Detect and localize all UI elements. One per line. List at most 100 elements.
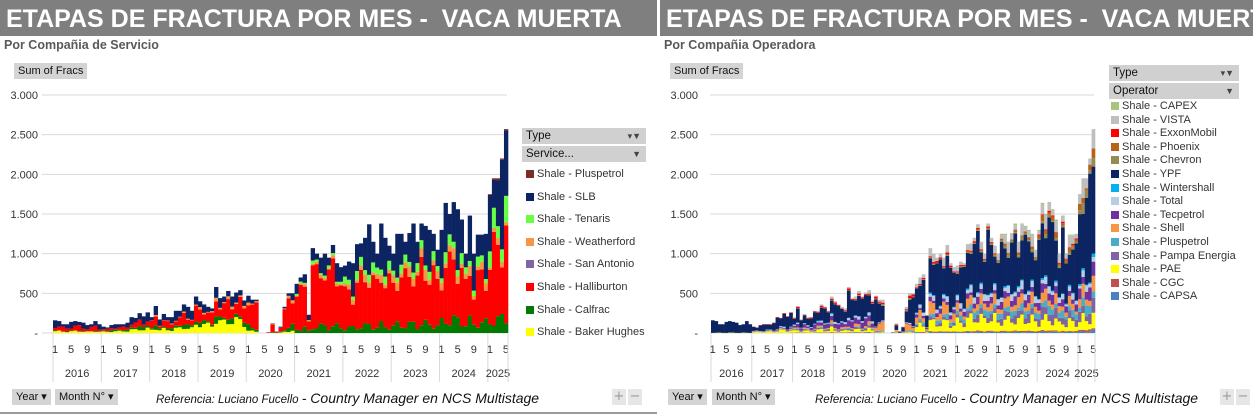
bar-segment xyxy=(972,243,977,244)
legend-item[interactable]: Shale - VISTA xyxy=(1111,114,1191,126)
legend-item[interactable]: Shale - Calfrac xyxy=(526,304,610,316)
bar-segment xyxy=(857,316,861,320)
bar-segment xyxy=(853,299,858,301)
y-tick-label: 3.000 xyxy=(10,90,38,102)
bar-segment xyxy=(972,241,977,243)
bar-segment xyxy=(918,285,922,305)
bar-segment xyxy=(1071,234,1075,236)
bar-segment xyxy=(914,324,919,328)
value-field-button[interactable]: Sum of Fracs xyxy=(14,63,88,79)
bar-segment xyxy=(282,309,287,331)
legend-item[interactable]: Shale - Halliburton xyxy=(526,281,628,293)
bar-segment xyxy=(1037,239,1041,300)
bar-segment xyxy=(955,302,960,311)
bar-segment xyxy=(149,328,154,330)
expand-button[interactable]: + xyxy=(612,389,626,405)
bar-segment xyxy=(904,306,909,310)
bar-segment xyxy=(1033,296,1038,304)
legend-item[interactable]: Shale - Phoenix xyxy=(1111,141,1200,153)
bar-segment xyxy=(97,324,102,330)
bar-segment xyxy=(238,319,243,333)
legend-item[interactable]: Shale - Pluspetrol xyxy=(526,168,624,180)
bar-segment xyxy=(989,310,994,315)
month-tick-label: 1 xyxy=(832,344,838,356)
bar-segment xyxy=(816,321,821,323)
bar-segment xyxy=(302,284,307,287)
bar-segment xyxy=(487,267,493,270)
filter-icon[interactable]: ▾▼ xyxy=(1220,68,1234,78)
bar-segment xyxy=(1054,219,1058,222)
month-filter-button[interactable]: Month N° ▾ xyxy=(712,389,775,405)
bar-segment xyxy=(173,321,179,326)
year-filter-button[interactable]: Year ▾ xyxy=(12,389,51,405)
legend-item[interactable]: Shale - CAPSA xyxy=(1111,290,1197,302)
bar-segment xyxy=(863,318,868,327)
bar-segment xyxy=(218,316,223,321)
value-field-button[interactable]: Sum of Fracs xyxy=(670,63,744,79)
y-tick-label: 1.500 xyxy=(10,209,38,221)
bar-segment xyxy=(487,194,493,195)
bar-segment xyxy=(475,327,481,333)
bar-segment xyxy=(986,300,990,308)
bar-segment xyxy=(989,321,994,331)
legend-item[interactable]: Shale - YPF xyxy=(1111,168,1181,180)
bar-segment xyxy=(996,260,1001,264)
bar-segment xyxy=(863,328,868,331)
bar-segment xyxy=(714,321,719,333)
bar-segment xyxy=(479,261,485,270)
month-filter-button[interactable]: Month N° ▾ xyxy=(55,389,118,405)
bar-segment xyxy=(1027,229,1031,232)
legend-item[interactable]: Shale - SLB xyxy=(526,191,596,203)
legend-item[interactable]: Shale - Chevron xyxy=(1111,154,1202,166)
filter-icon[interactable]: ▾▼ xyxy=(627,131,641,141)
bar-segment xyxy=(986,330,990,333)
month-tick-label: 5 xyxy=(261,344,267,356)
bar-segment xyxy=(459,263,465,268)
bar-segment xyxy=(1071,299,1075,304)
bar-segment xyxy=(1054,293,1058,304)
bar-segment xyxy=(819,325,824,327)
bar-segment xyxy=(986,226,990,228)
bar-segment xyxy=(1047,217,1052,286)
year-label: 2018 xyxy=(162,368,186,380)
legend-item[interactable]: Shale - ExxonMobil xyxy=(1111,127,1217,139)
bar-segment xyxy=(874,298,878,300)
collapse-button[interactable]: − xyxy=(1236,389,1250,405)
legend-item[interactable]: Shale - CAPEX xyxy=(1111,100,1197,112)
legend-item[interactable]: Shale - Baker Hughes xyxy=(526,326,645,338)
year-label: 2020 xyxy=(258,368,282,380)
legend-item[interactable]: Shale - PAE xyxy=(1111,263,1181,275)
month-tick-label: 5 xyxy=(406,344,412,356)
bar-segment xyxy=(877,330,882,332)
legend-item[interactable]: Shale - CGC xyxy=(1111,277,1184,289)
bar-segment xyxy=(935,260,939,263)
legend-item[interactable]: Shale - Tecpetrol xyxy=(1111,209,1204,221)
expand-button[interactable]: + xyxy=(1220,389,1234,405)
legend-item[interactable]: Shale - Shell xyxy=(1111,222,1184,234)
bar-segment xyxy=(955,331,960,333)
bar-segment xyxy=(942,298,946,302)
legend-filter-dropdown[interactable]: Operator ▼ xyxy=(1109,83,1239,99)
legend-item[interactable]: Shale - Tenaris xyxy=(526,213,610,225)
bar-segment xyxy=(999,233,1004,236)
bar-segment xyxy=(826,312,831,323)
bar-segment xyxy=(379,282,384,322)
legend-field-button[interactable]: Type ▾▼ xyxy=(522,128,646,144)
legend-item[interactable]: Shale - Pluspetrol xyxy=(1111,236,1209,248)
bar-segment xyxy=(853,296,858,300)
legend-item[interactable]: Shale - Wintershall xyxy=(1111,182,1214,194)
bar-segment xyxy=(1033,249,1038,251)
year-filter-button[interactable]: Year ▾ xyxy=(668,389,707,405)
legend-item[interactable]: Shale - Total xyxy=(1111,195,1183,207)
bar-segment xyxy=(999,330,1004,333)
collapse-button[interactable]: − xyxy=(628,389,642,405)
legend-item[interactable]: Shale - San Antonio xyxy=(526,258,634,270)
bar-segment xyxy=(802,327,807,329)
bar-segment xyxy=(955,273,960,295)
legend-item[interactable]: Shale - Weatherford xyxy=(526,236,635,248)
bar-segment xyxy=(427,324,432,333)
bar-segment xyxy=(938,259,943,306)
legend-filter-dropdown[interactable]: Service... ▼ xyxy=(522,146,646,162)
legend-field-button[interactable]: Type ▾▼ xyxy=(1109,65,1239,81)
legend-item[interactable]: Shale - Pampa Energia xyxy=(1111,250,1236,262)
